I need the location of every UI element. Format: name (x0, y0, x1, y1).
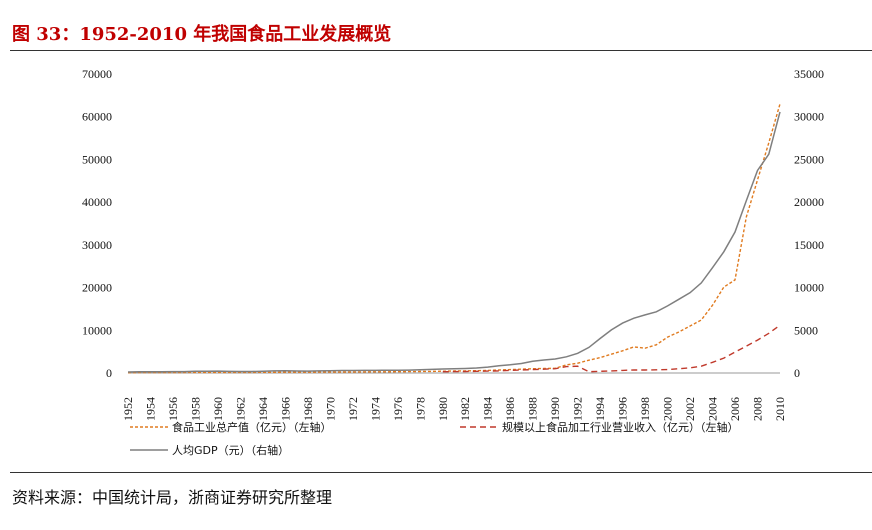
source-note: 资料来源：中国统计局，浙商证券研究所整理 (12, 488, 333, 507)
x-tick-label: 1992 (571, 397, 585, 421)
x-tick-label: 1990 (548, 397, 562, 421)
legend: 食品工业总产值（亿元）（左轴） 规模以上食品加工行业营业收入（亿元）（左轴） 人均G… (130, 420, 739, 457)
right-tick-label: 15000 (794, 238, 824, 252)
left-tick-label: 0 (106, 366, 112, 380)
right-tick-label: 10000 (794, 281, 824, 295)
series-lines (127, 103, 781, 374)
right-tick-label: 5000 (794, 323, 818, 337)
x-tick-label: 1974 (368, 397, 382, 421)
right-y-axis: 0 5000 10000 15000 20000 25000 30000 35000 (794, 67, 824, 380)
x-tick-label: 1968 (301, 397, 315, 421)
x-axis: 1952 1954 1956 1958 1960 1962 1964 1966 1968 1970… (121, 372, 787, 421)
left-tick-label: 60000 (82, 110, 112, 124)
series-line-2 (127, 111, 781, 373)
figure-title: 图 33：1952-2010 年我国食品工业发展概览 (12, 24, 392, 45)
series-line-1 (442, 324, 781, 373)
x-tick-label: 2000 (661, 397, 675, 421)
x-tick-label: 1954 (143, 397, 157, 421)
left-tick-label: 20000 (82, 281, 112, 295)
legend-label-0: 食品工业总产值（亿元）（左轴） (172, 420, 332, 434)
x-tick-label: 1956 (166, 397, 180, 421)
right-tick-label: 0 (794, 366, 800, 380)
x-tick-label: 1952 (121, 397, 135, 421)
x-tick-label: 1996 (616, 397, 630, 421)
x-tick-label: 1972 (346, 397, 360, 421)
right-tick-label: 20000 (794, 195, 824, 209)
left-tick-label: 10000 (82, 323, 112, 337)
x-tick-label: 1982 (458, 397, 472, 421)
series-line-0 (127, 103, 781, 374)
x-tick-label: 1994 (593, 397, 607, 421)
legend-label-2: 人均GDP（元）（右轴） (172, 443, 289, 457)
right-tick-label: 35000 (794, 67, 824, 81)
right-tick-label: 25000 (794, 152, 824, 166)
x-tick-label: 2002 (683, 397, 697, 421)
right-tick-label: 30000 (794, 110, 824, 124)
x-tick-label: 1962 (233, 397, 247, 421)
x-tick-label: 1984 (481, 397, 495, 421)
x-tick-label: 2004 (706, 397, 720, 421)
left-tick-label: 50000 (82, 152, 112, 166)
x-tick-label: 2008 (751, 397, 765, 421)
x-tick-label: 1970 (323, 397, 337, 421)
x-tick-label: 1980 (436, 397, 450, 421)
legend-label-1: 规模以上食品加工行业营业收入（亿元）（左轴） (502, 420, 739, 434)
title-rule (10, 50, 872, 51)
left-y-axis: 0 10000 20000 30000 40000 50000 60000 70000 (82, 67, 112, 380)
left-tick-label: 70000 (82, 67, 112, 81)
x-tick-label: 2010 (773, 397, 787, 421)
x-tick-label: 1976 (391, 397, 405, 421)
x-tick-label: 1964 (256, 397, 270, 421)
left-tick-label: 40000 (82, 195, 112, 209)
left-tick-label: 30000 (82, 238, 112, 252)
x-tick-label: 1958 (188, 397, 202, 421)
x-tick-label: 2006 (728, 397, 742, 421)
x-tick-label: 1998 (638, 397, 652, 421)
x-tick-label: 1966 (278, 397, 292, 421)
bottom-rule (10, 472, 872, 473)
x-tick-label: 1960 (211, 397, 225, 421)
x-tick-label: 1986 (503, 397, 517, 421)
x-tick-label: 1988 (526, 397, 540, 421)
x-tick-label: 1978 (413, 397, 427, 421)
